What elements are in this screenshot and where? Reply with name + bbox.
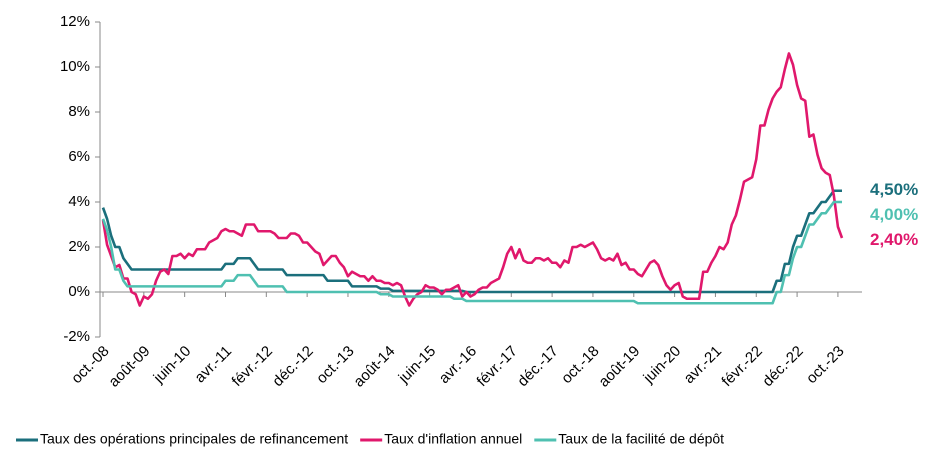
x-tick-label: avr.-11 — [191, 343, 235, 387]
y-tick-label: -2% — [63, 328, 90, 345]
x-tick-label: févr.-12 — [229, 343, 276, 390]
annotation: 4,50% — [870, 180, 918, 199]
legend-label: Taux des opérations principales de refin… — [40, 431, 348, 447]
series-line — [101, 52, 844, 307]
y-tick-label: 6% — [68, 148, 90, 165]
x-tick-label: juin-20 — [640, 343, 685, 388]
x-tick-label: août-09 — [105, 343, 153, 391]
annotation: 2,40% — [870, 230, 918, 249]
x-tick-label: juin-15 — [395, 343, 440, 388]
x-tick-label: déc.-12 — [269, 343, 316, 390]
x-tick-label: déc.-17 — [514, 343, 561, 390]
y-tick-label: 10% — [60, 58, 90, 75]
x-tick-label: oct.-23 — [803, 343, 847, 387]
x-tick-label: déc.-22 — [759, 343, 806, 390]
y-tick-label: 4% — [68, 193, 90, 210]
x-tick-label: févr.-22 — [718, 343, 765, 390]
x-tick-label: août-19 — [595, 343, 643, 391]
legend-label: Taux d'inflation annuel — [384, 431, 522, 447]
y-tick-label: 0% — [68, 283, 90, 300]
y-tick-label: 12% — [60, 13, 90, 30]
series-line — [101, 200, 842, 305]
x-tick-label: févr.-17 — [474, 343, 521, 390]
legend-label: Taux de la facilité de dépôt — [558, 431, 724, 447]
y-tick-label: 2% — [68, 238, 90, 255]
x-tick-label: août-14 — [350, 343, 398, 391]
annotation: 4,00% — [870, 205, 918, 224]
series-line — [101, 189, 842, 294]
x-tick-label: juin-10 — [150, 343, 195, 388]
x-tick-label: avr.-16 — [436, 343, 480, 387]
x-tick-label: avr.-21 — [681, 343, 725, 387]
y-tick-label: 8% — [68, 103, 90, 120]
